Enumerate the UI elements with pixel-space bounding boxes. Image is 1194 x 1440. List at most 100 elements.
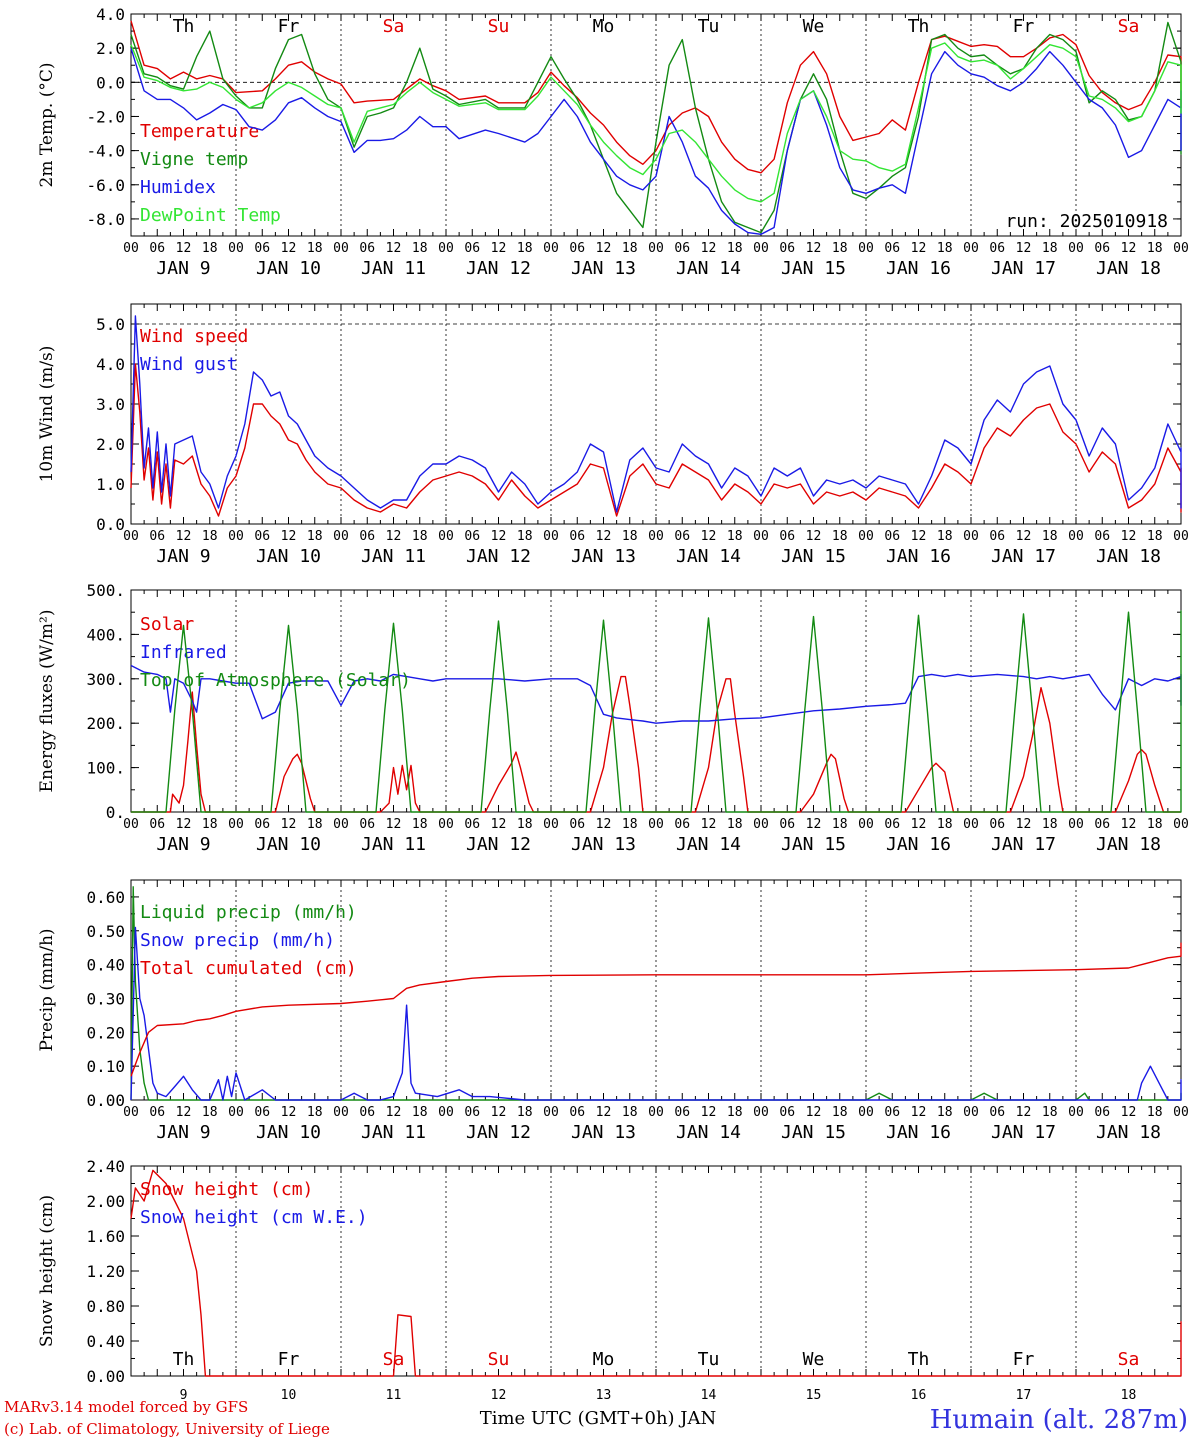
- x-date-label: JAN 15: [781, 1122, 846, 1143]
- x-hour-label: 12: [176, 817, 192, 832]
- x-hour-label: 18: [622, 1105, 638, 1120]
- x-hour-label: 12: [806, 529, 822, 544]
- x-hour-label: 06: [149, 817, 165, 832]
- x-hour-label: 00: [543, 241, 559, 256]
- day-name: Tu: [698, 16, 720, 37]
- x-hour-label: 12: [281, 1105, 297, 1120]
- x-hour-label: 18: [727, 241, 743, 256]
- x-hour-label: 12: [1121, 241, 1137, 256]
- day-name: Th: [173, 16, 195, 37]
- day-name: Mo: [593, 1349, 615, 1370]
- x-date-label: JAN 17: [991, 1122, 1056, 1143]
- x-date-label: JAN 14: [676, 834, 741, 855]
- x-hour-label: 00: [438, 529, 454, 544]
- legend-entry: Snow precip (mm/h): [140, 930, 335, 951]
- x-hour-label: 06: [464, 1105, 480, 1120]
- x-hour-label: 06: [884, 529, 900, 544]
- x-hour-label: 12: [1016, 1105, 1032, 1120]
- day-name: Tu: [698, 1349, 720, 1370]
- series-line-3-2: [130, 942, 1182, 1077]
- y-tick-label: 2.00: [86, 1192, 125, 1211]
- x-hour-label: 00: [1068, 1105, 1084, 1120]
- legend-entry: Liquid precip (mm/h): [140, 902, 357, 923]
- y-tick-label: -2.0: [86, 107, 125, 126]
- x-hour-label: 00: [228, 817, 244, 832]
- x-date-label: JAN 13: [571, 1122, 636, 1143]
- x-hour-label: 06: [254, 1105, 270, 1120]
- day-name: We: [803, 1349, 825, 1370]
- x-hour-label: 00: [1173, 529, 1189, 544]
- legend-entry: Top of Atmosphere (Solar): [140, 670, 411, 691]
- x-hour-label: 12: [701, 529, 717, 544]
- day-name: Su: [488, 16, 510, 37]
- legend-entry: Total cumulated (cm): [140, 958, 357, 979]
- x-hour-label: 00: [753, 817, 769, 832]
- y-tick-label: -4.0: [86, 142, 125, 161]
- day-name: Mo: [593, 16, 615, 37]
- x-hour-label: 18: [622, 817, 638, 832]
- copyright: (c) Lab. of Climatology, University of L…: [4, 1420, 330, 1438]
- day-name: Sa: [1118, 16, 1140, 37]
- x-hour-label: 00: [1068, 817, 1084, 832]
- x-hour-label: 18: [832, 241, 848, 256]
- day-number: 10: [281, 1388, 297, 1403]
- x-hour-label: 00: [543, 817, 559, 832]
- x-hour-label: 00: [963, 529, 979, 544]
- x-hour-label: 12: [1121, 817, 1137, 832]
- x-hour-label: 00: [438, 817, 454, 832]
- x-hour-label: 06: [569, 529, 585, 544]
- x-hour-label: 00: [228, 241, 244, 256]
- x-hour-label: 06: [989, 1105, 1005, 1120]
- x-hour-label: 06: [254, 241, 270, 256]
- y-tick-label: 100.: [86, 759, 125, 778]
- x-hour-label: 12: [281, 529, 297, 544]
- x-hour-label: 00: [858, 241, 874, 256]
- x-hour-label: 00: [123, 1105, 139, 1120]
- x-date-label: JAN 13: [571, 546, 636, 567]
- y-axis-label: Energy fluxes (W/m²): [37, 610, 57, 793]
- x-date-label: JAN 18: [1096, 258, 1161, 279]
- x-hour-label: 06: [884, 241, 900, 256]
- x-date-label: JAN 12: [466, 834, 531, 855]
- x-hour-label: 00: [123, 241, 139, 256]
- day-name: We: [803, 16, 825, 37]
- x-hour-label: 06: [1094, 1105, 1110, 1120]
- x-hour-label: 18: [307, 529, 323, 544]
- x-hour-label: 00: [1173, 241, 1189, 256]
- x-date-label: JAN 14: [676, 258, 741, 279]
- x-hour-label: 12: [491, 241, 507, 256]
- station-name: Humain (alt. 287m): [930, 1405, 1188, 1435]
- y-tick-label: 0.: [106, 803, 125, 822]
- x-date-label: JAN 13: [571, 258, 636, 279]
- x-hour-label: 00: [648, 1105, 664, 1120]
- x-hour-label: 06: [149, 1105, 165, 1120]
- x-date-label: JAN 18: [1096, 1122, 1161, 1143]
- x-date-label: JAN 12: [466, 546, 531, 567]
- x-hour-label: 06: [359, 817, 375, 832]
- x-hour-label: 00: [543, 1105, 559, 1120]
- x-date-label: JAN 11: [361, 546, 426, 567]
- day-name: Fr: [278, 1349, 300, 1370]
- x-hour-label: 12: [911, 1105, 927, 1120]
- y-tick-label: 0.00: [86, 1091, 125, 1110]
- x-date-label: JAN 18: [1096, 834, 1161, 855]
- x-hour-label: 12: [911, 241, 927, 256]
- x-hour-label: 00: [648, 241, 664, 256]
- x-hour-label: 00: [963, 1105, 979, 1120]
- y-tick-label: 1.60: [86, 1227, 125, 1246]
- x-hour-label: 06: [884, 1105, 900, 1120]
- x-hour-label: 12: [176, 241, 192, 256]
- x-hour-label: 12: [911, 529, 927, 544]
- x-hour-label: 00: [648, 817, 664, 832]
- x-date-label: JAN 11: [361, 1122, 426, 1143]
- y-axis-label: 10m Wind (m/s): [37, 346, 57, 483]
- x-date-label: JAN 15: [781, 258, 846, 279]
- x-hour-label: 12: [701, 1105, 717, 1120]
- x-hour-label: 18: [202, 241, 218, 256]
- x-hour-label: 06: [989, 529, 1005, 544]
- y-tick-label: 500.: [86, 581, 125, 600]
- x-hour-label: 18: [1042, 241, 1058, 256]
- y-tick-label: 0.80: [86, 1297, 125, 1316]
- x-hour-label: 06: [149, 241, 165, 256]
